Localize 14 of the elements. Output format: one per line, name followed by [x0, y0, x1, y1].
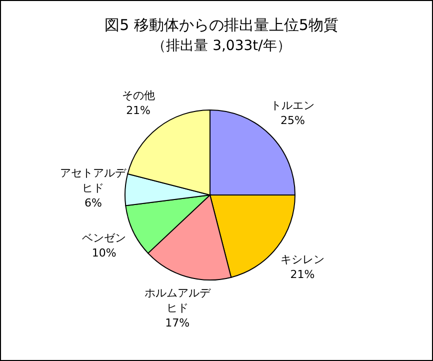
- slice-label: キシレン: [280, 253, 324, 266]
- slice-label: ベンゼン: [82, 231, 126, 244]
- data-label: 17%: [165, 316, 190, 330]
- data-label: 10%: [92, 246, 116, 260]
- chart-subtitle: （排出量 3,033t/年）: [152, 38, 291, 54]
- data-label: 21%: [290, 268, 315, 282]
- data-label: 25%: [280, 114, 305, 127]
- data-label: 21%: [126, 104, 151, 118]
- data-label: 6%: [84, 196, 102, 210]
- slice-label: トルエン: [270, 98, 315, 112]
- slice-label: ホルムアルデヒド: [144, 286, 212, 314]
- slice-label: その他: [122, 89, 155, 102]
- slice-label: アセトアルデヒド: [60, 166, 128, 195]
- chart-title: 図5 移動体からの排出量上位5物質: [104, 16, 338, 34]
